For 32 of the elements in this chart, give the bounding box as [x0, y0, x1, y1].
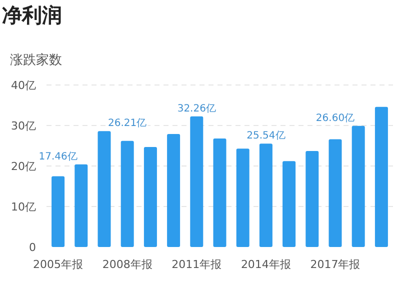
bar [306, 151, 319, 247]
data-label: 26.21亿 [108, 118, 147, 130]
bar [144, 146, 157, 247]
bar [167, 134, 180, 247]
x-tick-label: 2008年报 [102, 258, 152, 271]
bar [352, 126, 365, 247]
data-label: 32.26亿 [177, 103, 216, 114]
bar [52, 176, 65, 247]
y-tick-label: 0 [29, 241, 36, 254]
bar [74, 164, 88, 247]
bar [328, 139, 342, 247]
y-tick-label: 40亿 [11, 79, 36, 92]
bar [374, 106, 388, 247]
bar [282, 161, 296, 247]
bar [259, 144, 272, 247]
bar [213, 138, 226, 247]
data-label: 17.46亿 [38, 151, 78, 162]
chart-title: 净利润 [2, 3, 62, 27]
x-tick-label: 2011年报 [172, 258, 222, 271]
bar [236, 148, 250, 247]
y-tick-label: 20亿 [11, 160, 36, 173]
data-label: 25.54亿 [246, 130, 286, 142]
bar [190, 116, 204, 247]
y-tick-label: 30亿 [11, 120, 36, 132]
y-axis-title: 涨跌家数 [10, 52, 62, 68]
x-tick-label: 2014年报 [240, 258, 291, 271]
bar [120, 140, 134, 247]
x-tick-label: 2017年报 [310, 258, 360, 271]
x-tick-label: 2005年报 [33, 258, 84, 271]
y-tick-label: 10亿 [11, 200, 36, 214]
data-label: 26.60亿 [316, 112, 355, 124]
bar [98, 131, 111, 247]
